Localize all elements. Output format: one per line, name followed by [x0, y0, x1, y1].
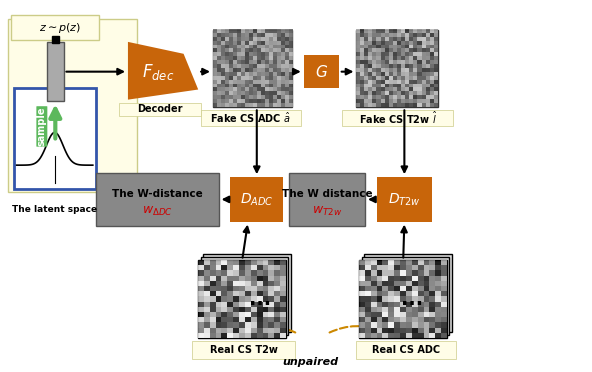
FancyBboxPatch shape [96, 173, 218, 227]
FancyBboxPatch shape [289, 173, 365, 227]
FancyArrowPatch shape [254, 110, 259, 172]
FancyArrowPatch shape [224, 197, 229, 202]
Text: ...: ... [249, 290, 271, 309]
Text: $w_{\Delta DC}$: $w_{\Delta DC}$ [141, 205, 173, 218]
Text: Real CS ADC: Real CS ADC [372, 345, 440, 355]
Text: $w_{T2w}$: $w_{T2w}$ [312, 205, 342, 218]
Text: The W-distance: The W-distance [112, 189, 202, 199]
FancyBboxPatch shape [198, 260, 286, 338]
FancyArrowPatch shape [50, 109, 60, 138]
FancyBboxPatch shape [359, 260, 447, 338]
FancyArrowPatch shape [370, 197, 376, 202]
FancyBboxPatch shape [52, 36, 59, 43]
Text: Fake CS ADC $\hat{a}$: Fake CS ADC $\hat{a}$ [210, 111, 291, 125]
FancyArrowPatch shape [201, 69, 208, 74]
FancyBboxPatch shape [8, 19, 137, 192]
Text: unpaired: unpaired [282, 357, 339, 367]
FancyBboxPatch shape [356, 341, 456, 359]
FancyArrowPatch shape [293, 69, 298, 74]
FancyArrowPatch shape [243, 227, 249, 258]
Text: $z \sim p(z)$: $z \sim p(z)$ [40, 20, 82, 35]
FancyBboxPatch shape [203, 254, 291, 332]
FancyBboxPatch shape [119, 103, 201, 116]
FancyArrowPatch shape [401, 227, 407, 258]
Polygon shape [128, 42, 198, 100]
Text: Real CS T2w: Real CS T2w [210, 345, 278, 355]
FancyBboxPatch shape [364, 254, 452, 332]
Text: ...: ... [401, 290, 423, 309]
FancyBboxPatch shape [47, 42, 63, 102]
FancyBboxPatch shape [201, 257, 288, 335]
Text: $D_{T2w}$: $D_{T2w}$ [388, 191, 421, 208]
FancyBboxPatch shape [14, 88, 96, 189]
FancyArrowPatch shape [401, 110, 407, 172]
FancyBboxPatch shape [230, 177, 283, 222]
Text: Fake CS T2w $\hat{l}$: Fake CS T2w $\hat{l}$ [359, 110, 438, 126]
FancyBboxPatch shape [342, 110, 453, 126]
FancyArrowPatch shape [342, 69, 351, 74]
FancyBboxPatch shape [201, 110, 301, 126]
FancyBboxPatch shape [362, 257, 449, 335]
FancyBboxPatch shape [11, 15, 99, 40]
FancyBboxPatch shape [356, 30, 438, 108]
FancyBboxPatch shape [192, 341, 295, 359]
Text: $F_{dec}$: $F_{dec}$ [142, 62, 175, 82]
FancyBboxPatch shape [377, 177, 433, 222]
Text: sample: sample [37, 107, 47, 146]
Text: The latent space: The latent space [12, 205, 97, 214]
Text: The W distance: The W distance [282, 189, 372, 199]
FancyBboxPatch shape [213, 30, 292, 108]
Text: $D_{ADC}$: $D_{ADC}$ [240, 191, 274, 208]
Text: $G$: $G$ [315, 64, 328, 80]
FancyArrowPatch shape [66, 69, 123, 74]
Text: Decoder: Decoder [137, 104, 183, 114]
FancyBboxPatch shape [304, 55, 339, 88]
